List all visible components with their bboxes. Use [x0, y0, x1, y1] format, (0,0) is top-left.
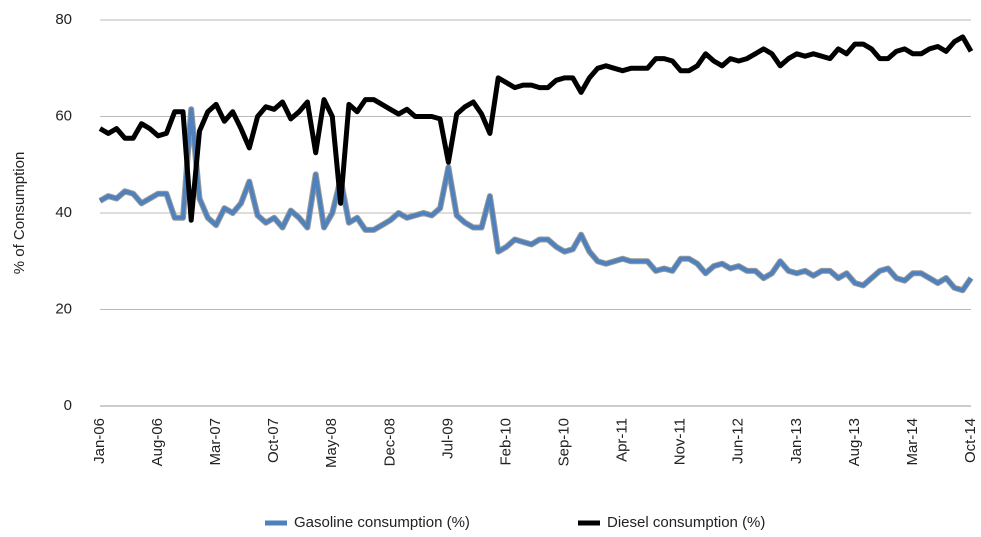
x-tick-label: Jul-09 [439, 418, 456, 459]
x-tick-label: Dec-08 [381, 418, 398, 466]
series-line [98, 34, 974, 223]
x-tick-label: Apr-11 [614, 418, 631, 462]
x-tick-label: Mar-14 [904, 418, 921, 466]
x-tick-label: Nov-11 [672, 418, 689, 465]
series-line-outline [98, 106, 974, 294]
x-tick-label: Aug-06 [149, 418, 166, 466]
x-tick-label: Sep-10 [556, 418, 573, 466]
x-tick-label: Aug-13 [846, 418, 863, 466]
y-tick-label: 60 [55, 107, 72, 124]
y-tick-label: 80 [55, 11, 72, 28]
legend-label: Gasoline consumption (%) [294, 514, 470, 531]
x-tick-label: Jun-12 [730, 418, 747, 464]
x-tick-label: Oct-07 [265, 418, 282, 463]
y-axis-label: % of Consumption [11, 152, 28, 275]
legend-label: Diesel consumption (%) [607, 514, 765, 531]
series-line [98, 107, 973, 293]
y-tick-label: 40 [55, 204, 72, 221]
x-tick-label: Jan-06 [91, 418, 108, 464]
y-tick-label: 0 [64, 397, 72, 414]
y-tick-label: 20 [55, 300, 72, 317]
x-tick-label: Mar-07 [207, 418, 224, 466]
x-tick-label: Oct-14 [962, 418, 979, 463]
x-tick-label: Feb-10 [497, 418, 514, 466]
x-tick-label: May-08 [323, 418, 340, 468]
x-tick-label: Jan-13 [788, 418, 805, 464]
